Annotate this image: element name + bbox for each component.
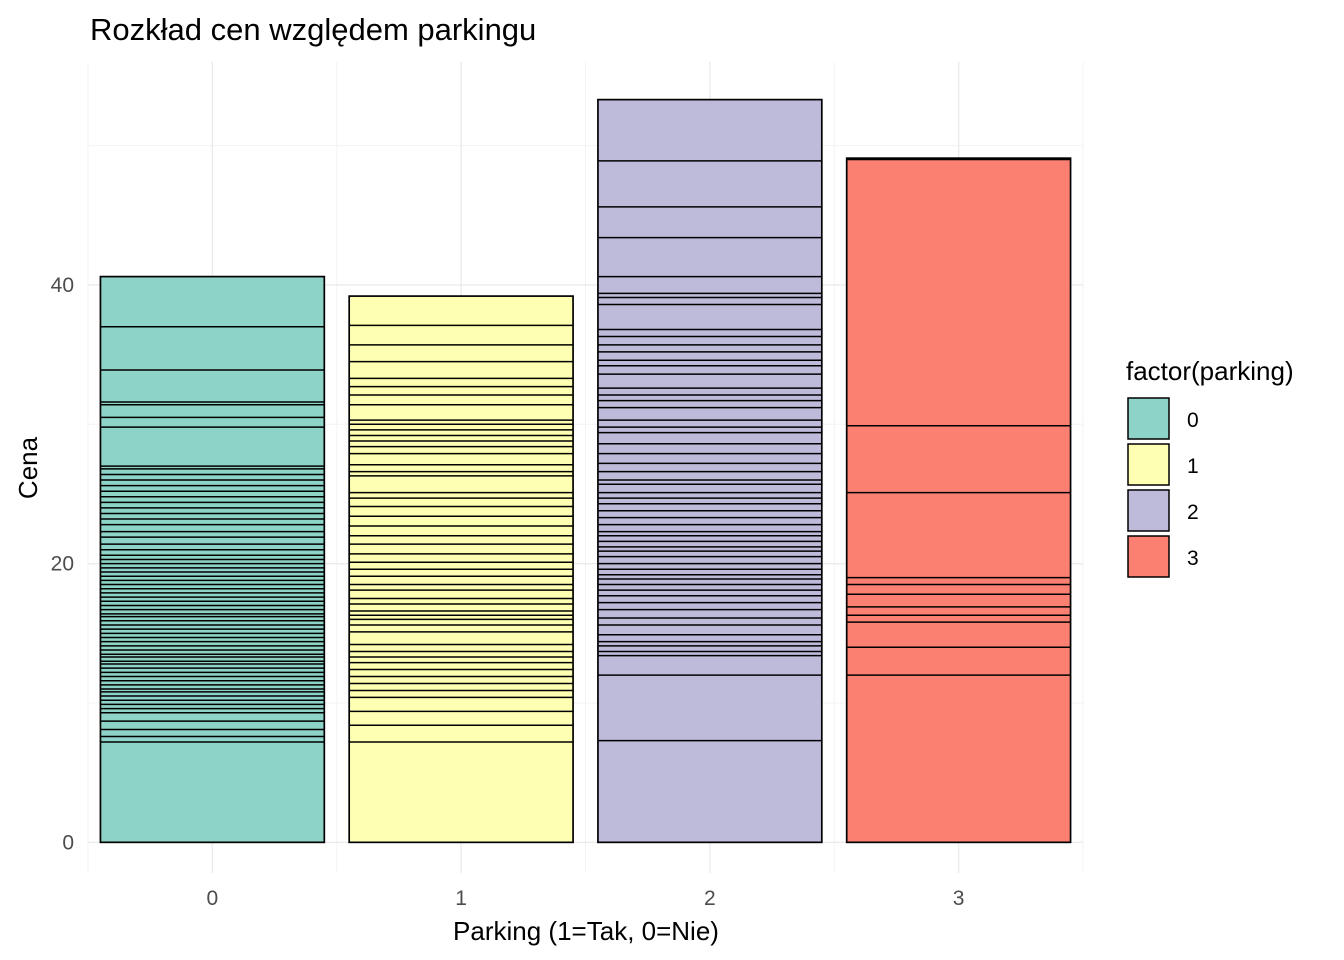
legend: factor(parking) 0 1 2 3 [1126, 356, 1294, 578]
legend-item-0: 0 [1127, 397, 1199, 440]
legend-title: factor(parking) [1126, 356, 1294, 386]
legend-label: 2 [1187, 501, 1199, 524]
legend-label: 0 [1187, 409, 1199, 432]
bar-3 [845, 157, 1072, 844]
bar-fill [846, 158, 1071, 843]
chart-title: Rozkład cen względem parkingu [90, 12, 536, 47]
legend-item-1: 1 [1127, 443, 1199, 486]
legend-item-2: 2 [1127, 489, 1199, 532]
legend-label: 3 [1187, 547, 1199, 570]
bar-0 [99, 275, 326, 844]
legend-swatch [1127, 443, 1170, 486]
bars [99, 98, 1072, 844]
x-tick-label: 1 [455, 887, 467, 910]
bar-1 [348, 295, 574, 844]
legend-swatch [1127, 535, 1170, 578]
y-tick-label: 20 [51, 553, 74, 576]
bar-outline [99, 275, 326, 844]
legend-item-3: 3 [1127, 535, 1199, 578]
bar-outline [597, 98, 823, 844]
legend-items: 0 1 2 3 [1127, 397, 1199, 578]
x-tick-label: 2 [704, 887, 716, 910]
x-tick-label: 0 [207, 887, 219, 910]
legend-swatch [1127, 489, 1170, 532]
y-axis-title: Cena [13, 436, 43, 499]
bar-2 [597, 98, 823, 844]
y-tick-label: 0 [62, 831, 74, 854]
axis-ticks: 0 20 40 0 1 2 3 [51, 274, 965, 910]
x-axis-title: Parking (1=Tak, 0=Nie) [453, 916, 719, 946]
bar-outline [845, 157, 1072, 844]
legend-label: 1 [1187, 455, 1199, 478]
x-tick-label: 3 [953, 887, 965, 910]
y-tick-label: 40 [51, 274, 74, 297]
bar-outline [348, 295, 574, 844]
legend-swatch [1127, 397, 1170, 440]
